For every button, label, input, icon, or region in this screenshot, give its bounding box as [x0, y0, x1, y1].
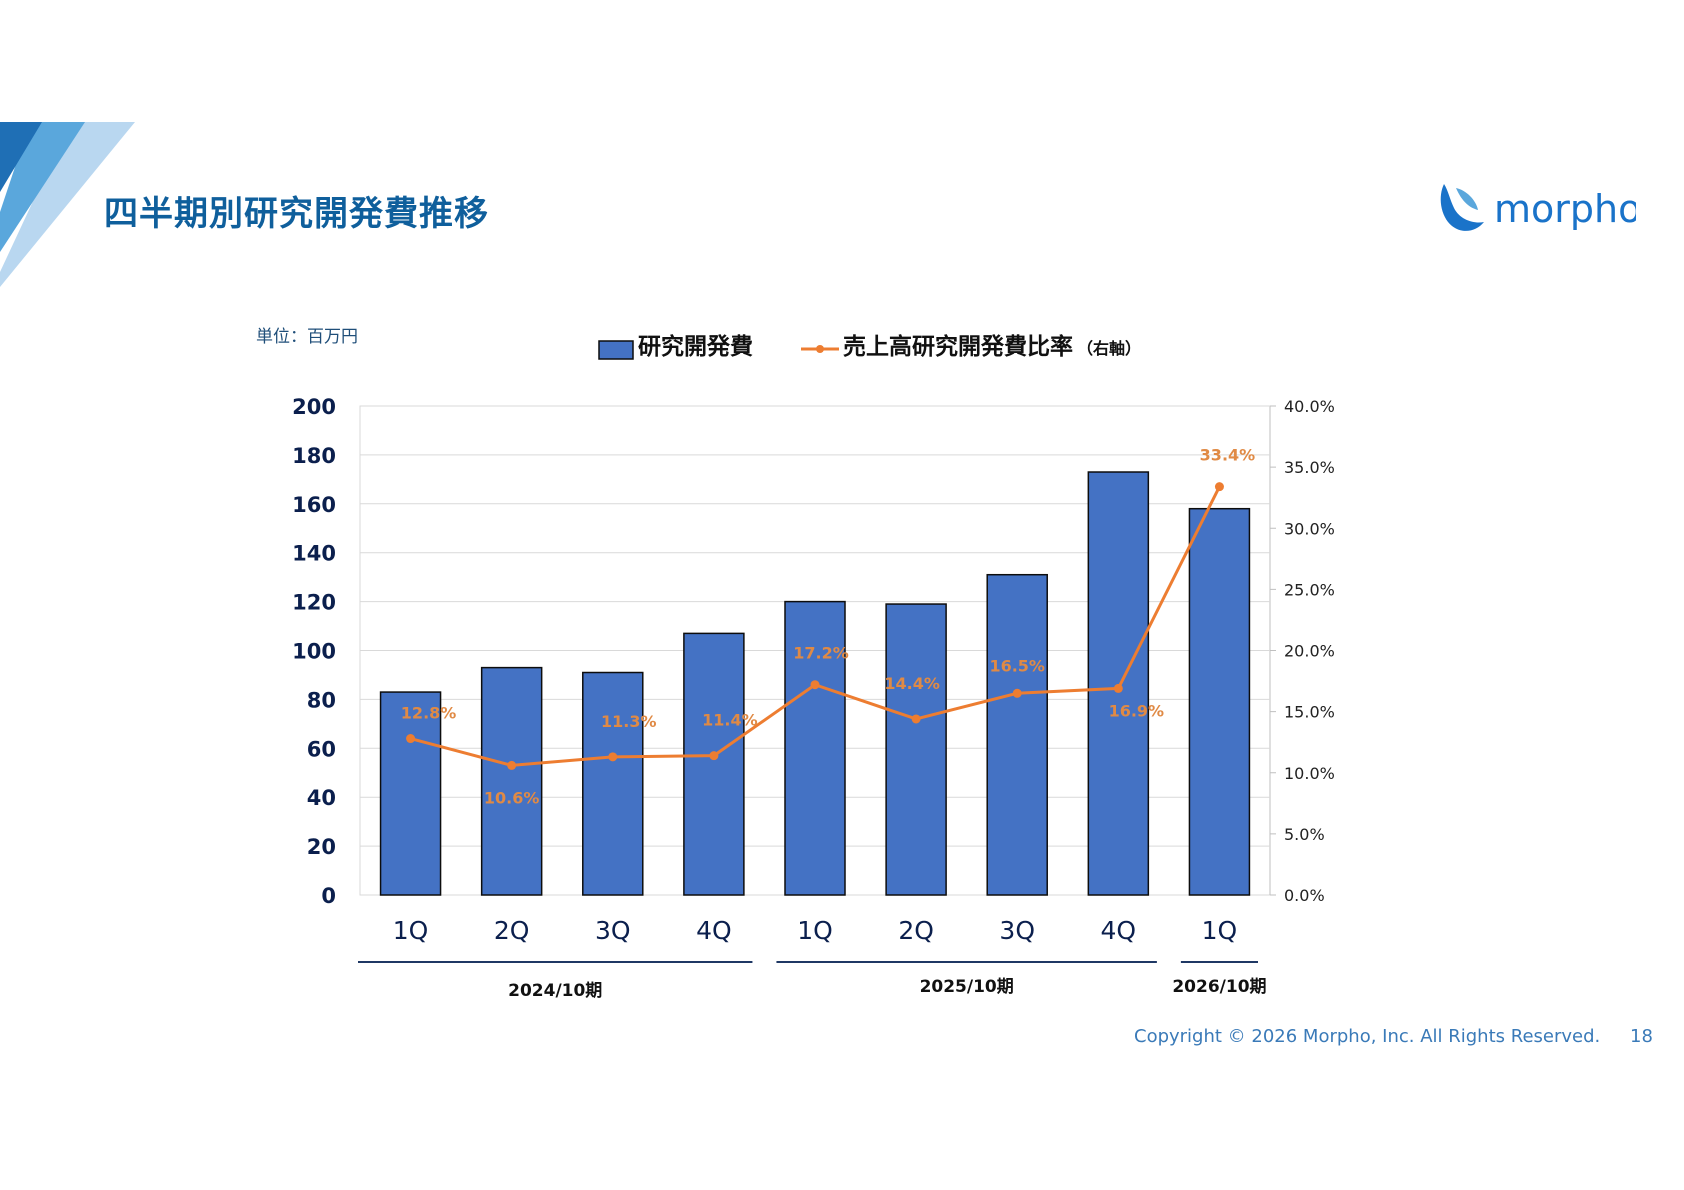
x-tick-label: 3Q [595, 916, 631, 945]
y-axis-left: 0 20 40 60 80 100 120 140 160 180 200 [292, 395, 336, 908]
bar-rd-expense [582, 671, 644, 896]
y-left-tick-label: 80 [307, 688, 336, 712]
morpho-logo: morpho [1440, 184, 1636, 231]
y-right-tick-label: 10.0% [1284, 764, 1335, 783]
ratio-point [608, 752, 618, 762]
ratio-point [911, 714, 921, 724]
x-tick-label: 3Q [999, 916, 1035, 945]
bar-rd-expense [379, 691, 442, 896]
corner-stripe-light [0, 122, 135, 287]
bar-rd-expense [986, 573, 1048, 896]
page-number: 18 [1630, 1026, 1653, 1047]
x-tick-label: 4Q [696, 916, 732, 945]
legend: 研究開発費 売上高研究開発費比率 （右軸） [598, 333, 1141, 360]
corner-stripe-dark [0, 122, 42, 192]
y-left-tick-label: 160 [292, 493, 336, 517]
bar-rd-expense [1188, 507, 1251, 896]
y-left-tick-label: 60 [307, 737, 336, 761]
y-left-tick-label: 20 [307, 835, 336, 859]
legend-bar-label: 研究開発費 [638, 333, 753, 360]
ratio-data-label: 17.2% [793, 644, 849, 663]
y-left-tick-label: 120 [292, 591, 336, 615]
legend-line-marker [816, 345, 824, 353]
ratio-line: 12.8% 10.6% 11.3% 11.4% 17.2% 14.4% 16.5% 16.9%… [401, 446, 1255, 808]
x-tick-label: 1Q [797, 916, 833, 945]
y-left-tick-label: 100 [292, 640, 336, 664]
butterfly-icon [1440, 184, 1484, 231]
ratio-data-label: 12.8% [401, 704, 457, 723]
y-right-tick-label: 15.0% [1284, 703, 1335, 722]
y-right-tick-label: 35.0% [1284, 458, 1335, 477]
ratio-data-label: 10.6% [484, 788, 540, 807]
period-label: 2026/10期 [1172, 977, 1266, 997]
y-left-tick-label: 0 [321, 884, 336, 908]
y-axis-right: 0.0% 5.0% 10.0% 15.0% 20.0% 25.0% 30.0% 35.0% 40… [1270, 397, 1335, 905]
period-label: 2024/10期 [508, 981, 602, 1001]
slide-title: 四半期別研究開発費推移 [104, 194, 489, 234]
legend-bar-swatch [598, 340, 634, 360]
y-right-tick-label: 25.0% [1284, 580, 1335, 599]
y-left-tick-label: 200 [292, 395, 336, 419]
ratio-point [1214, 482, 1224, 492]
bar-rd-expense [885, 603, 947, 896]
bar-rd-expense [1087, 471, 1150, 896]
y-right-tick-label: 5.0% [1284, 825, 1325, 844]
ratio-point [406, 734, 416, 744]
y-right-tick-label: 0.0% [1284, 886, 1325, 905]
x-tick-label: 4Q [1101, 916, 1137, 945]
bar-rd-expense [784, 600, 846, 896]
unit-label: 単位：百万円 [256, 327, 358, 347]
bars [379, 471, 1251, 896]
ratio-data-label: 16.5% [989, 656, 1045, 675]
x-tick-label: 2Q [898, 916, 934, 945]
ratio-data-label: 11.4% [702, 711, 758, 730]
logo-text: morpho [1494, 187, 1636, 231]
ratio-point [1113, 683, 1123, 693]
x-tick-label: 1Q [1202, 916, 1238, 945]
x-tick-label: 2Q [494, 916, 530, 945]
bar-rd-expense [480, 666, 543, 896]
ratio-point [810, 680, 820, 690]
ratio-data-label: 14.4% [884, 674, 940, 693]
bar-rd-expense [683, 632, 745, 896]
ratio-point [1012, 688, 1022, 698]
ratio-point [507, 760, 517, 770]
x-tick-label: 1Q [393, 916, 429, 945]
legend-line-label-group: 売上高研究開発費比率 （右軸） [843, 333, 1141, 360]
copyright: Copyright © 2026 Morpho, Inc. All Rights… [1134, 1026, 1601, 1047]
y-right-tick-label: 30.0% [1284, 519, 1335, 538]
legend-line-label: 売上高研究開発費比率 [843, 333, 1073, 360]
ratio-point [709, 751, 719, 761]
ratio-data-label: 33.4% [1200, 446, 1256, 465]
ratio-data-label: 16.9% [1109, 701, 1165, 720]
x-axis: 1Q 2Q 3Q 4Q 1Q 2Q 3Q 4Q 1Q [393, 916, 1237, 945]
y-left-tick-label: 40 [307, 786, 336, 810]
y-left-tick-label: 140 [292, 542, 336, 566]
legend-line-suffix: （右軸） [1077, 339, 1141, 358]
ratio-data-label: 11.3% [601, 712, 657, 731]
y-left-tick-label: 180 [292, 444, 336, 468]
fiscal-periods: 2024/10期 2025/10期 2026/10期 [358, 961, 1267, 1001]
y-right-tick-label: 20.0% [1284, 642, 1335, 661]
corner-decoration [0, 122, 135, 287]
y-right-tick-label: 40.0% [1284, 397, 1335, 416]
period-label: 2025/10期 [920, 977, 1014, 997]
